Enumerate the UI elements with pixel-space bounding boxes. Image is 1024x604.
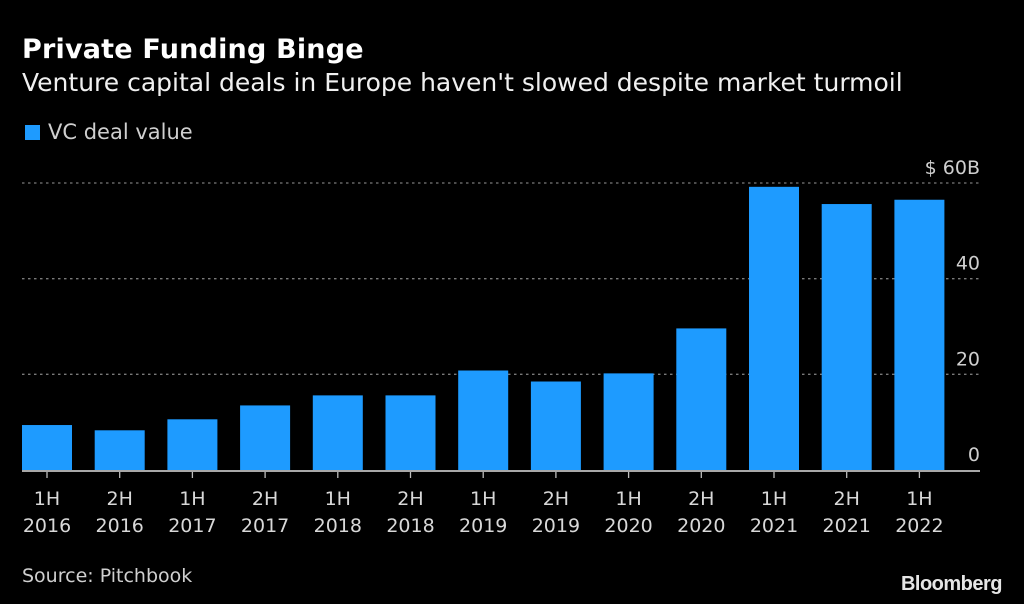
x-tick-label-year: 2019 (532, 515, 580, 537)
x-tick-label-half: 2H (834, 488, 860, 510)
bloomberg-logo: Bloomberg (900, 573, 1003, 595)
x-tick-label-half: 1H (34, 488, 60, 510)
x-tick-label-half: 2H (543, 488, 569, 510)
legend-swatch-vc-deal-value (25, 124, 40, 140)
x-tick-label-year: 2022 (895, 515, 943, 537)
x-tick-label-year: 2020 (604, 515, 652, 537)
x-tick-label-half: 1H (325, 488, 351, 510)
y-axis-labels: 0 20 40 $ 60B (925, 157, 980, 466)
chart-title: Private Funding Binge (22, 34, 364, 65)
bar (603, 373, 654, 470)
bar (312, 395, 363, 470)
chart-subtitle: Venture capital deals in Europe haven't … (22, 68, 903, 97)
bar (821, 204, 872, 470)
x-tick-label-half: 2H (397, 488, 423, 510)
y-tick-label: 40 (956, 253, 980, 275)
bar (167, 419, 218, 470)
x-tick-label-year: 2018 (314, 515, 362, 537)
bar (94, 430, 145, 470)
x-tick-label-half: 1H (761, 488, 787, 510)
gridlines (22, 182, 980, 375)
legend: VC deal value (25, 120, 193, 144)
x-tick-label-half: 1H (470, 488, 496, 510)
x-tick-label-half: 1H (615, 488, 641, 510)
y-tick-label: 20 (956, 348, 980, 370)
y-tick-label: $ 60B (925, 157, 980, 179)
x-tick-label-half: 1H (179, 488, 205, 510)
x-tick-label-year: 2021 (823, 515, 871, 537)
x-tick-label-year: 2020 (677, 515, 725, 537)
bars (22, 186, 945, 470)
x-axis (22, 470, 980, 478)
bar (240, 405, 291, 470)
x-tick-label-half: 2H (107, 488, 133, 510)
x-tick-label-year: 2017 (241, 515, 289, 537)
x-tick-label-year: 2016 (96, 515, 144, 537)
x-tick-label-year: 2021 (750, 515, 798, 537)
bar (458, 370, 509, 470)
bar (22, 425, 72, 470)
bar (749, 186, 799, 470)
source-note: Source: Pitchbook (22, 565, 193, 587)
x-tick-label-year: 2019 (459, 515, 507, 537)
x-tick-label-half: 2H (252, 488, 278, 510)
bar (676, 328, 727, 470)
y-tick-label: 0 (968, 444, 980, 466)
x-tick-label-year: 2016 (23, 515, 71, 537)
bar (530, 381, 581, 470)
bar (894, 199, 945, 470)
x-tick-label-year: 2018 (386, 515, 434, 537)
x-tick-label-half: 1H (906, 488, 932, 510)
x-axis-labels: 1H 2016 2H 2016 1H 2017 2H 2017 1H 2018 2H 2018 1H 20… (23, 488, 944, 537)
x-tick-label-half: 2H (688, 488, 714, 510)
bar (385, 395, 436, 470)
x-tick-label-year: 2017 (168, 515, 216, 537)
legend-label-vc-deal-value: VC deal value (48, 120, 193, 144)
